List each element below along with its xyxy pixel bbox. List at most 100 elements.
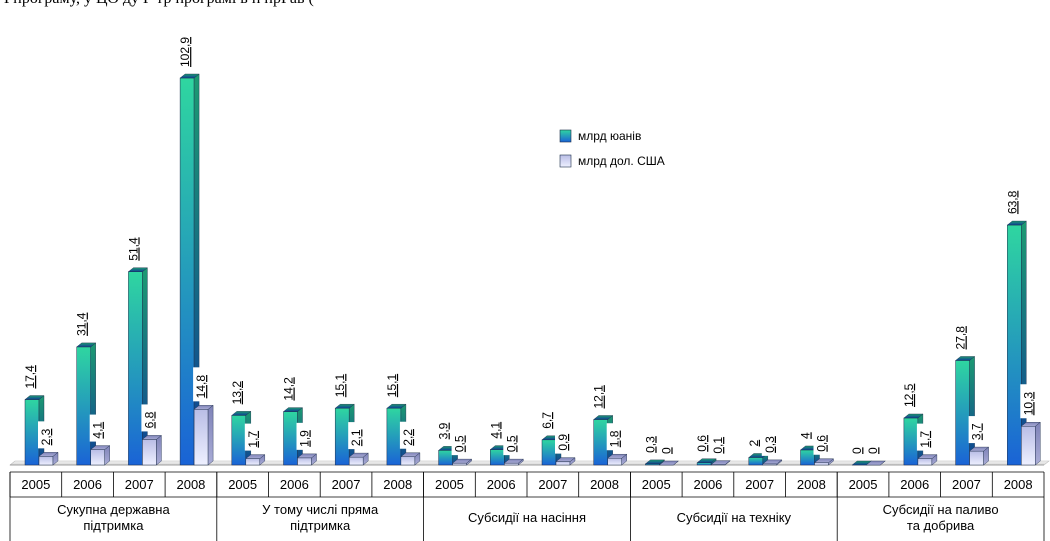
- label-usd-g4-2007-bg: [968, 416, 985, 444]
- label-usd-g3-2006: 0,1: [711, 437, 725, 454]
- label-usd-g1-2006: 1,9: [298, 430, 312, 447]
- label-yuan-g1-2006-bg: [280, 369, 297, 404]
- label-usd-g4-2006: 1,7: [918, 431, 932, 448]
- year-label-g1-2005: 2005: [228, 477, 257, 492]
- label-usd-g4-2008: 10,3: [1021, 392, 1035, 416]
- label-yuan-g4-2006: 12,5: [902, 383, 916, 407]
- label-yuan-g2-2007-bg: [539, 404, 555, 432]
- label-usd-g3-2006-bg: [710, 429, 727, 457]
- bar-yuan-g1-2007: [334, 407, 350, 466]
- legend-label-yuan: млрд юанів: [578, 129, 641, 143]
- legend-box: [548, 124, 710, 186]
- bar-usd-g1-2006-top: [296, 453, 318, 459]
- year-label-g3-2006: 2006: [693, 477, 722, 492]
- label-yuan-g0-2008-bg: [177, 29, 194, 70]
- label-yuan-g4-2007: 27,8: [954, 326, 968, 350]
- bar-yuan-g4-2008-top: [1006, 220, 1027, 226]
- bar-yuan-g3-2008: [800, 449, 815, 466]
- legend-label-usd: млрд дол. США: [578, 154, 665, 168]
- label-usd-g1-2008: 2,2: [401, 429, 415, 446]
- bar-yuan-g1-2008: [386, 407, 402, 466]
- chart-floor: [9, 460, 1050, 466]
- label-yuan-g1-2005-bg: [228, 373, 245, 408]
- label-usd-g3-2005-bg: [658, 431, 675, 457]
- bar-usd-g4-2008-side: [1035, 421, 1041, 466]
- year-label-g1-2008: 2008: [383, 477, 412, 492]
- bar-usd-g4-2008: [1021, 426, 1036, 466]
- label-yuan-g1-2007-bg: [332, 366, 349, 401]
- label-yuan-g2-2006-bg: [487, 414, 504, 442]
- bar-usd-g0-2008-top: [193, 405, 214, 410]
- label-yuan-g0-2007-bg: [125, 229, 142, 264]
- label-usd-g3-2008: 0,6: [815, 435, 829, 452]
- year-label-g2-2008: 2008: [590, 477, 619, 492]
- label-yuan-g0-2006: 31,4: [75, 312, 89, 336]
- bar-usd-g1-2007-top: [348, 452, 369, 458]
- bar-usd-g1-2005: [245, 458, 261, 466]
- label-usd-g2-2005-bg: [451, 428, 468, 456]
- bar-usd-g4-2005-top: [865, 460, 886, 466]
- label-usd-g4-2008-bg: [1020, 384, 1037, 419]
- bar-yuan-g2-2008: [593, 419, 608, 466]
- label-usd-g4-2007: 3,7: [970, 423, 984, 440]
- bar-yuan-g4-2007: [955, 360, 970, 466]
- bar-yuan-g0-2007: [128, 271, 143, 466]
- label-usd-g2-2005: 0,5: [453, 435, 467, 452]
- label-yuan-g3-2007: 2: [747, 439, 761, 446]
- bar-usd-g0-2006-top: [90, 445, 111, 450]
- label-usd-g1-2006-bg: [296, 422, 313, 450]
- bar-yuan-g3-2006-top: [696, 458, 717, 463]
- bar-usd-g2-2006: [504, 462, 519, 466]
- bar-usd-g0-2005: [38, 456, 54, 466]
- label-yuan-g4-2008-bg: [1004, 183, 1021, 218]
- year-label-g4-2007: 2007: [952, 477, 981, 492]
- bar-usd-g3-2006-top: [710, 460, 731, 465]
- label-yuan-g3-2006-bg: [694, 427, 711, 455]
- bar-yuan-g2-2008-top: [593, 415, 614, 420]
- label-yuan-g3-2008: 4: [799, 432, 813, 439]
- bar-yuan-g0-2005-top: [24, 395, 45, 400]
- bar-usd-g1-2006: [297, 457, 312, 466]
- label-usd-g0-2008-bg: [193, 367, 210, 402]
- group-label-3-line0: Субсидії на техніку: [677, 510, 792, 525]
- bar-yuan-g1-2005-top: [231, 411, 252, 416]
- bar-usd-g2-2008: [607, 457, 622, 466]
- year-label-g3-2008: 2008: [797, 477, 826, 492]
- bar-yuan-g0-2006: [76, 346, 91, 466]
- label-usd-g3-2008-bg: [813, 427, 830, 455]
- bar-usd-g0-2007-side: [156, 435, 162, 466]
- label-usd-g4-2006-bg: [916, 423, 933, 451]
- bar-yuan-g2-2005: [438, 450, 453, 466]
- label-yuan-g0-2005: 17,4: [23, 365, 37, 389]
- bar-usd-g4-2007: [969, 450, 984, 466]
- year-label-g0-2006: 2006: [73, 477, 102, 492]
- label-yuan-g0-2005-bg: [22, 357, 38, 392]
- bar-yuan-g0-2005: [24, 399, 40, 466]
- bar-usd-g0-2005-top: [38, 452, 59, 457]
- bar-yuan-g0-2007-side: [142, 267, 148, 466]
- label-usd-g0-2005: 2,3: [39, 428, 53, 445]
- label-yuan-g4-2005: 0: [850, 447, 864, 454]
- bar-yuan-g4-2007-top: [955, 356, 976, 361]
- year-label-g0-2008: 2008: [176, 477, 205, 492]
- bar-usd-g0-2008-side: [207, 404, 214, 466]
- group-label-4-line0: Субсидії на паливо: [883, 502, 999, 517]
- label-yuan-g1-2008: 15,1: [385, 374, 399, 398]
- label-usd-g0-2007: 6,8: [142, 411, 156, 428]
- bar-yuan-g4-2006-top: [903, 413, 924, 419]
- bar-yuan-g3-2006: [696, 462, 712, 466]
- year-label-g1-2007: 2007: [332, 477, 361, 492]
- label-usd-g2-2006-bg: [503, 428, 520, 456]
- bar-usd-g4-2008-top: [1020, 422, 1041, 427]
- label-yuan-g4-2005-bg: [849, 431, 866, 457]
- bar-yuan-g0-2008: [179, 77, 195, 466]
- label-usd-g0-2008: 14,8: [194, 375, 208, 399]
- group-label-0-line0: Сукупна державна: [57, 502, 170, 517]
- group-label-1-line1: підтримка: [290, 518, 351, 533]
- bar-usd-g2-2005: [452, 462, 467, 466]
- legend-swatch-usd: [559, 154, 572, 168]
- caption-text: Гпрограму, у ЦО ду Г тр програмі в п прР…: [4, 0, 314, 8]
- bar-usd-g2-2005-top: [452, 458, 473, 464]
- bar-usd-g4-2006-top: [917, 454, 938, 459]
